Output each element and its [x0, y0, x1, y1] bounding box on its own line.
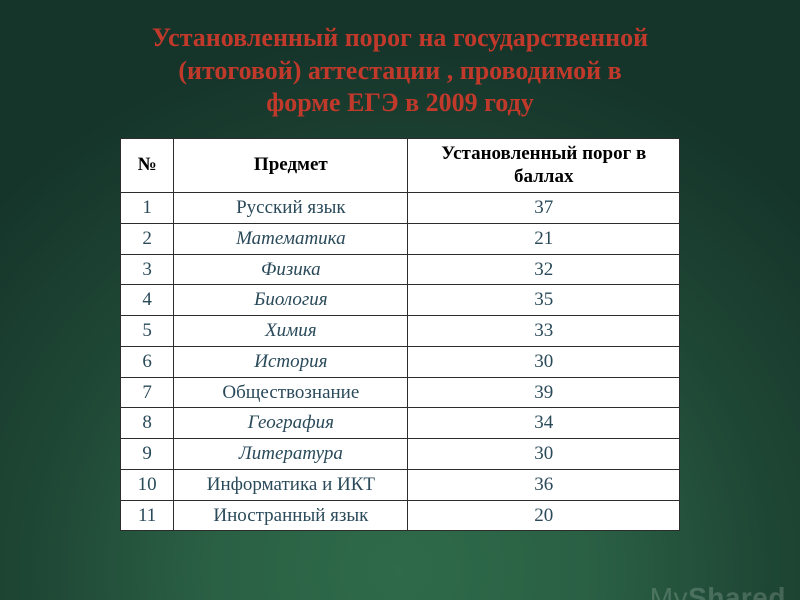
- cell-number: 3: [121, 254, 174, 285]
- col-header-number: №: [121, 138, 174, 193]
- cell-number: 4: [121, 285, 174, 316]
- cell-score: 36: [408, 469, 680, 500]
- cell-number: 10: [121, 469, 174, 500]
- cell-subject: История: [174, 346, 408, 377]
- table-body: 1 Русский язык 37 2 Математика 21 3 Физи…: [121, 193, 680, 531]
- table-row: 11 Иностранный язык 20: [121, 500, 680, 531]
- slide-title: Установленный порог на государственной (…: [60, 22, 740, 120]
- table-row: 4 Биология 35: [121, 285, 680, 316]
- col-header-score: Установленный порог в баллах: [408, 138, 680, 193]
- cell-subject: Литература: [174, 439, 408, 470]
- table-row: 2 Математика 21: [121, 223, 680, 254]
- title-line-3: форме ЕГЭ в 2009 году: [60, 87, 740, 120]
- cell-number: 11: [121, 500, 174, 531]
- col-header-subject: Предмет: [174, 138, 408, 193]
- table-row: 8 География 34: [121, 408, 680, 439]
- cell-score: 34: [408, 408, 680, 439]
- cell-score: 32: [408, 254, 680, 285]
- table-row: 3 Физика 32: [121, 254, 680, 285]
- cell-score: 30: [408, 346, 680, 377]
- cell-subject: Математика: [174, 223, 408, 254]
- cell-subject: География: [174, 408, 408, 439]
- cell-subject: Иностранный язык: [174, 500, 408, 531]
- cell-number: 1: [121, 193, 174, 224]
- table-row: 5 Химия 33: [121, 316, 680, 347]
- watermark: MyShared: [650, 582, 786, 600]
- cell-number: 8: [121, 408, 174, 439]
- cell-subject: Русский язык: [174, 193, 408, 224]
- cell-number: 6: [121, 346, 174, 377]
- table-row: 7 Обществознание 39: [121, 377, 680, 408]
- cell-score: 39: [408, 377, 680, 408]
- cell-score: 21: [408, 223, 680, 254]
- threshold-table-container: № Предмет Установленный порог в баллах 1…: [120, 138, 680, 532]
- title-line-1: Установленный порог на государственной: [60, 22, 740, 55]
- cell-score: 37: [408, 193, 680, 224]
- cell-score: 35: [408, 285, 680, 316]
- cell-score: 33: [408, 316, 680, 347]
- table-row: 10 Информатика и ИКТ 36: [121, 469, 680, 500]
- cell-score: 20: [408, 500, 680, 531]
- watermark-right: Shared: [688, 582, 786, 600]
- title-line-2: (итоговой) аттестации , проводимой в: [60, 55, 740, 88]
- table-header-row: № Предмет Установленный порог в баллах: [121, 138, 680, 193]
- cell-number: 5: [121, 316, 174, 347]
- threshold-table: № Предмет Установленный порог в баллах 1…: [120, 138, 680, 532]
- cell-subject: Физика: [174, 254, 408, 285]
- cell-subject: Информатика и ИКТ: [174, 469, 408, 500]
- watermark-left: My: [650, 582, 688, 600]
- cell-subject: Химия: [174, 316, 408, 347]
- table-row: 6 История 30: [121, 346, 680, 377]
- cell-number: 2: [121, 223, 174, 254]
- table-row: 1 Русский язык 37: [121, 193, 680, 224]
- cell-number: 7: [121, 377, 174, 408]
- cell-subject: Обществознание: [174, 377, 408, 408]
- cell-score: 30: [408, 439, 680, 470]
- cell-number: 9: [121, 439, 174, 470]
- cell-subject: Биология: [174, 285, 408, 316]
- table-row: 9 Литература 30: [121, 439, 680, 470]
